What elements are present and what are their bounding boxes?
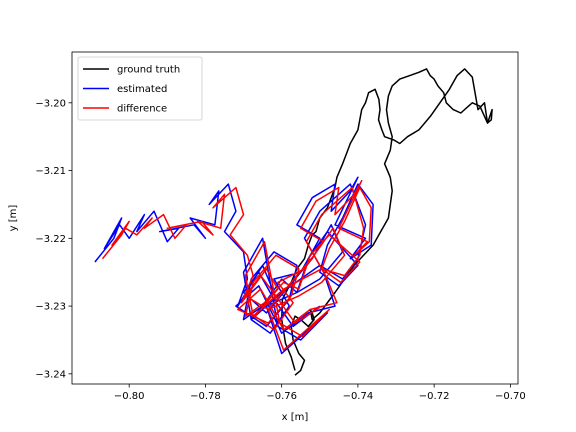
legend-label-difference: difference [117, 104, 167, 115]
y-tick-label: −3.20 [35, 98, 66, 109]
legend-label-estimated: estimated [117, 84, 167, 95]
y-axis-ticks: −3.20 −3.21 −3.22 −3.23 −3.24 [35, 98, 72, 380]
series-line-estimated [94, 176, 374, 355]
series-line-difference [101, 179, 372, 351]
y-axis-label: y [m] [8, 205, 19, 232]
x-tick-label: −0.74 [343, 391, 374, 402]
x-axis-label: x [m] [282, 412, 309, 423]
x-tick-label: −0.80 [114, 391, 145, 402]
legend: ground truth estimated difference [77, 56, 203, 121]
y-tick-label: −3.22 [35, 234, 66, 245]
legend-label-ground-truth: ground truth [117, 65, 180, 76]
x-tick-label: −0.70 [495, 391, 526, 402]
x-tick-label: −0.78 [190, 391, 221, 402]
x-axis-ticks: −0.80 −0.78 −0.76 −0.74 −0.72 −0.70 [114, 384, 526, 402]
legend-frame [77, 56, 203, 121]
axes-frame [71, 51, 519, 385]
series-layer [94, 68, 493, 376]
y-tick-label: −3.24 [35, 369, 66, 380]
x-tick-label: −0.76 [266, 391, 297, 402]
y-tick-label: −3.23 [35, 302, 66, 313]
y-tick-label: −3.21 [35, 166, 66, 177]
x-tick-label: −0.72 [419, 391, 450, 402]
